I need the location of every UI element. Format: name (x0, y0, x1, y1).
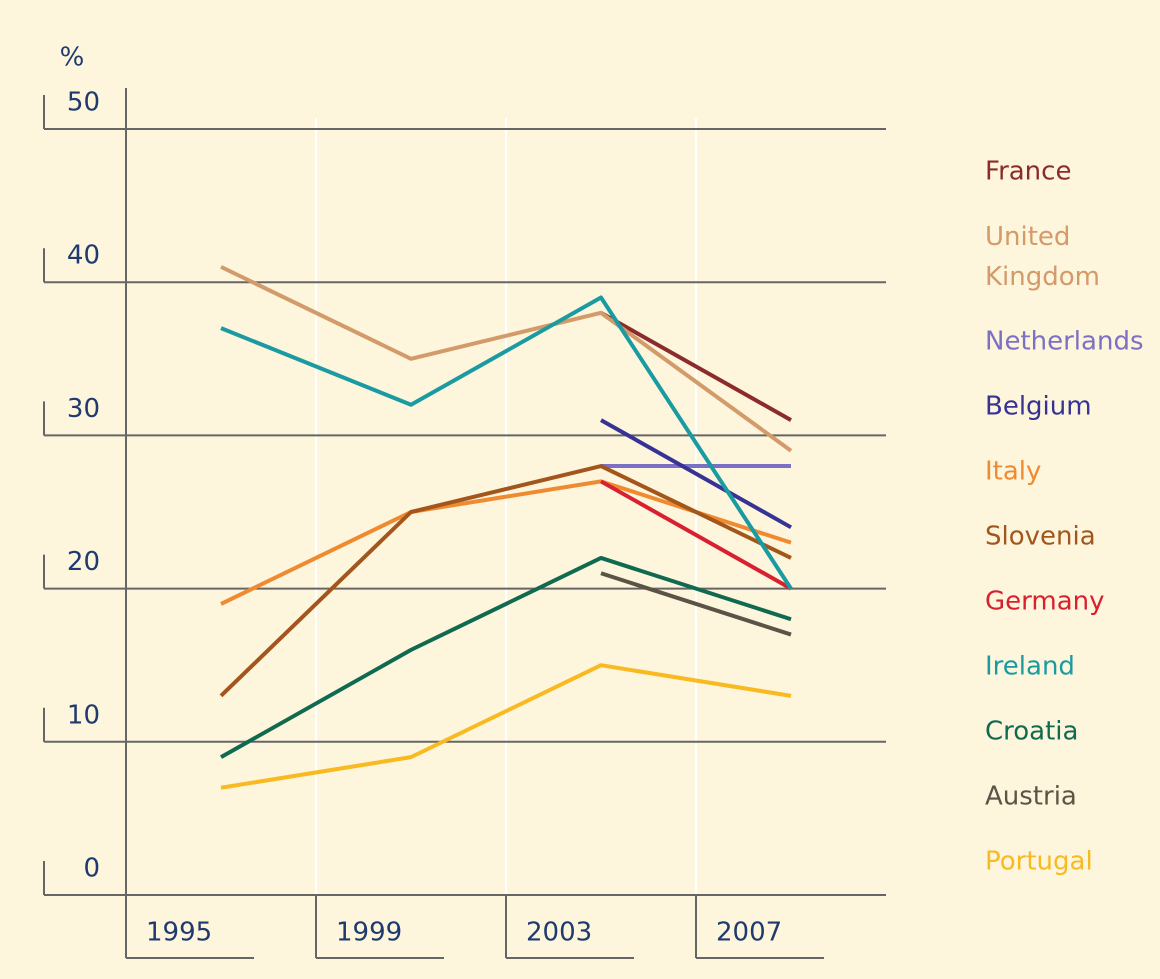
series-line (600, 571, 792, 637)
x-tick-label: 1995 (146, 918, 212, 948)
series-line (219, 464, 792, 698)
legend-entry: Ireland (985, 652, 1075, 682)
y-tick-label: 50 (67, 88, 100, 118)
series-line (220, 265, 793, 453)
legend-entry: Germany (985, 587, 1105, 617)
y-axis-label: % (60, 43, 85, 73)
series-line (600, 418, 792, 530)
legend-entry: Italy (985, 457, 1041, 487)
y-tick-label: 10 (67, 700, 100, 730)
legend-entry: France (985, 157, 1071, 187)
series-line (220, 295, 793, 590)
y-tick-label: 30 (67, 394, 100, 424)
series-line (220, 555, 792, 759)
legend-entry: Austria (985, 782, 1077, 812)
series-line (600, 311, 792, 422)
legend-entry: Netherlands (985, 327, 1144, 357)
series-line (220, 663, 792, 790)
legend-entry: Croatia (985, 717, 1078, 747)
legend-entry: Belgium (985, 392, 1092, 422)
y-tick-label: 40 (67, 241, 100, 271)
legend-entry: Portugal (985, 847, 1093, 877)
y-tick-label: 20 (67, 547, 100, 577)
x-tick-label: 2003 (526, 918, 592, 948)
legend-entry: Slovenia (985, 522, 1096, 552)
x-tick-label: 1999 (336, 918, 402, 948)
y-tick-label: 0 (83, 854, 100, 884)
x-tick-label: 2007 (716, 918, 782, 948)
series-line (600, 479, 792, 591)
legend-entry: United Kingdom (985, 222, 1100, 292)
